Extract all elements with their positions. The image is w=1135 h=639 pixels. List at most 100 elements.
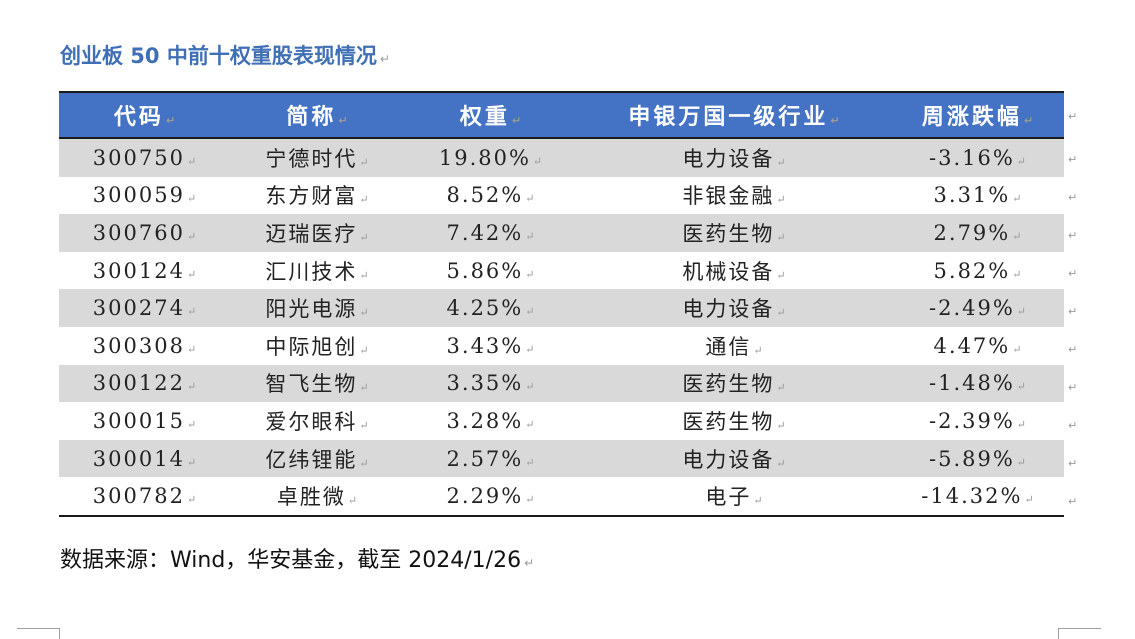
table-row: 300782 ↵ 卓胜微 ↵ 2.29% ↵ 电子 ↵ -14.32% ↵ xyxy=(59,477,1064,517)
table-row: 300124 ↵ 汇川技术 ↵ 5.86% ↵ 机械设备 ↵ 5.82% ↵ xyxy=(59,252,1064,290)
cell-end-mark: ↵ xyxy=(359,456,369,470)
cell-code: 300750 ↵ xyxy=(59,138,230,177)
cell-industry: 电力设备 ↵ xyxy=(577,138,891,177)
cell-name: 宁德时代 ↵ xyxy=(230,138,404,177)
cell-end-mark: ↵ xyxy=(359,193,369,207)
cell-end-mark: ↵ xyxy=(525,342,535,356)
cell-name: 爱尔眼科 ↵ xyxy=(230,402,404,440)
industry-text: 医药生物 xyxy=(682,372,775,397)
cell-end-mark: ↵ xyxy=(525,417,535,431)
cell-end-mark: ↵ xyxy=(776,193,786,207)
cell-end-mark: ↵ xyxy=(532,154,543,168)
code-text: 300760 xyxy=(92,220,185,245)
industry-text: 电力设备 xyxy=(682,297,775,322)
code-text: 300274 xyxy=(92,296,185,321)
weight-text: 4.25% xyxy=(446,296,524,321)
name-text: 汇川技术 xyxy=(265,259,358,284)
cell-end-mark: ↵ xyxy=(165,114,176,127)
cell-end-mark: ↵ xyxy=(186,154,197,168)
cell-name: 阳光电源 ↵ xyxy=(230,289,404,327)
cell-end-mark: ↵ xyxy=(1023,114,1034,127)
cell-end-mark: ↵ xyxy=(359,268,369,282)
code-text: 300014 xyxy=(92,446,185,471)
header-industry-label: 申银万国一级行业 xyxy=(628,105,829,130)
cell-end-mark: ↵ xyxy=(347,494,358,508)
table-row: 300015 ↵ 爱尔眼科 ↵ 3.28% ↵ 医药生物 ↵ -2.39% ↵ xyxy=(59,402,1064,440)
cell-change: -5.89% ↵ xyxy=(891,440,1064,478)
cell-end-mark: ↵ xyxy=(753,343,763,357)
table-header-row: 代码 ↵ 简称 ↵ 权重 ↵ 申银万国一级行业 ↵ 周涨跌幅 ↵ xyxy=(59,91,1064,139)
paragraph-mark: ↵ xyxy=(524,556,535,570)
header-cell-change: 周涨跌幅 ↵ xyxy=(891,91,1064,139)
cell-weight: 7.42% ↵ xyxy=(404,214,577,252)
cell-weight: 2.57% ↵ xyxy=(404,440,577,478)
change-text: -3.16% xyxy=(928,145,1015,170)
cell-change: -2.39% ↵ xyxy=(891,402,1064,440)
industry-text: 电子 xyxy=(705,485,752,510)
row-end-mark: ↵ xyxy=(1068,343,1078,356)
cell-change: -2.49% ↵ xyxy=(891,289,1064,327)
cell-end-mark: ↵ xyxy=(359,230,369,244)
header-cell-code: 代码 ↵ xyxy=(59,91,230,139)
cell-end-mark: ↵ xyxy=(525,305,535,319)
name-text: 迈瑞医疗 xyxy=(265,221,358,246)
cell-end-mark: ↵ xyxy=(776,155,786,169)
cell-end-mark: ↵ xyxy=(776,456,786,470)
cell-end-mark: ↵ xyxy=(186,380,197,394)
cell-industry: 机械设备 ↵ xyxy=(577,252,891,290)
table-header: 代码 ↵ 简称 ↵ 权重 ↵ 申银万国一级行业 ↵ 周涨跌幅 ↵ xyxy=(59,91,1064,139)
header-name-label: 简称 xyxy=(286,105,337,130)
cell-end-mark: ↵ xyxy=(525,192,535,206)
weight-text: 7.42% xyxy=(446,220,524,245)
code-text: 300782 xyxy=(92,484,185,509)
industry-text: 电力设备 xyxy=(682,146,775,171)
row-end-mark: ↵ xyxy=(1068,153,1078,166)
row-end-mark: ↵ xyxy=(1068,229,1078,242)
change-text: 5.82% xyxy=(933,258,1011,283)
weight-text: 8.52% xyxy=(446,183,524,208)
code-text: 300122 xyxy=(92,371,185,396)
cell-weight: 3.28% ↵ xyxy=(404,402,577,440)
cell-end-mark: ↵ xyxy=(776,268,786,282)
cell-industry: 医药生物 ↵ xyxy=(577,402,891,440)
cell-weight: 5.86% ↵ xyxy=(404,252,577,290)
cell-end-mark: ↵ xyxy=(525,267,535,281)
cell-end-mark: ↵ xyxy=(1016,417,1027,431)
cell-weight: 4.25% ↵ xyxy=(404,289,577,327)
cell-end-mark: ↵ xyxy=(186,342,197,356)
cell-name: 东方财富 ↵ xyxy=(230,177,404,215)
code-text: 300015 xyxy=(92,408,185,433)
cell-name: 汇川技术 ↵ xyxy=(230,252,404,290)
table-body: 300750 ↵ 宁德时代 ↵ 19.80% ↵ 电力设备 ↵ -3.16% ↵ 3000… xyxy=(59,138,1064,517)
cell-end-mark: ↵ xyxy=(525,455,535,469)
industry-text: 非银金融 xyxy=(682,184,775,209)
cell-end-mark: ↵ xyxy=(186,455,197,469)
cell-end-mark: ↵ xyxy=(359,155,369,169)
cell-end-mark: ↵ xyxy=(776,418,786,432)
weight-text: 5.86% xyxy=(446,258,524,283)
cell-end-mark: ↵ xyxy=(186,493,197,507)
cell-end-mark: ↵ xyxy=(186,417,197,431)
weight-text: 19.80% xyxy=(438,145,531,170)
code-text: 300750 xyxy=(92,145,185,170)
cell-change: -3.16% ↵ xyxy=(891,138,1064,177)
name-text: 东方财富 xyxy=(265,184,358,209)
source-note-text: 数据来源：Wind，华安基金，截至 2024/1/26 xyxy=(60,548,522,573)
change-text: -2.39% xyxy=(928,408,1015,433)
name-text: 宁德时代 xyxy=(265,146,358,171)
cell-end-mark: ↵ xyxy=(776,381,786,395)
cell-end-mark: ↵ xyxy=(186,305,197,319)
table-row: 300308 ↵ 中际旭创 ↵ 3.43% ↵ 通信 ↵ 4.47% ↵ xyxy=(59,327,1064,365)
change-text: 3.31% xyxy=(933,183,1011,208)
cell-end-mark: ↵ xyxy=(830,114,840,127)
cell-name: 中际旭创 ↵ xyxy=(230,327,404,365)
source-note: 数据来源：Wind，华安基金，截至 2024/1/26 ↵ xyxy=(60,542,534,574)
weight-text: 2.29% xyxy=(446,484,524,509)
cell-change: 2.79% ↵ xyxy=(891,214,1064,252)
weight-stock-table: 代码 ↵ 简称 ↵ 权重 ↵ 申银万国一级行业 ↵ 周涨跌幅 ↵ 300750 ↵ 宁德时代… xyxy=(59,91,1064,517)
cell-change: 3.31% ↵ xyxy=(891,177,1064,215)
header-cell-weight: 权重 ↵ xyxy=(404,91,577,139)
cell-end-mark: ↵ xyxy=(1016,455,1027,469)
cell-end-mark: ↵ xyxy=(186,267,197,281)
cell-end-mark: ↵ xyxy=(776,306,786,320)
